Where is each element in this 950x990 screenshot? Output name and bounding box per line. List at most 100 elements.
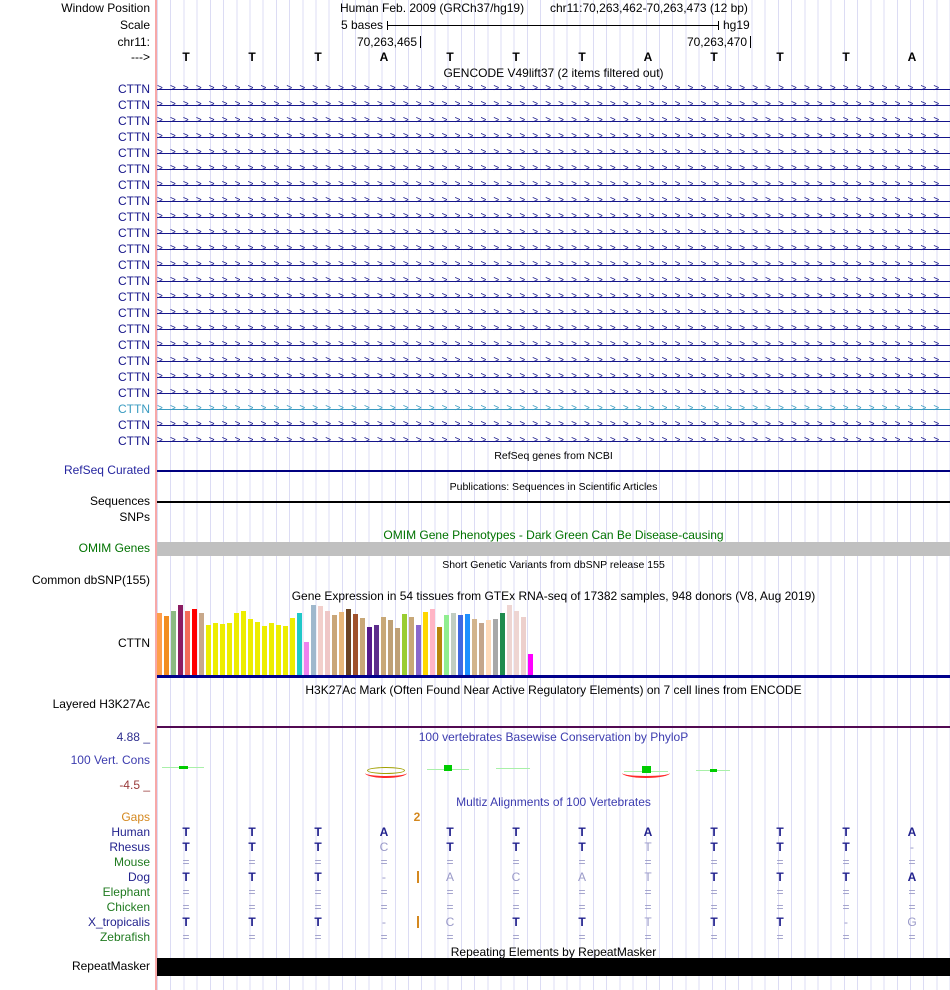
- gene-name-label[interactable]: CTTN: [118, 98, 150, 112]
- multiz-species-label[interactable]: Human: [111, 825, 150, 839]
- gtex-tissue-bar[interactable]: [332, 615, 337, 675]
- gtex-tissue-bar[interactable]: [283, 626, 288, 675]
- gene-name-label[interactable]: CTTN: [118, 114, 150, 128]
- multiz-species-label[interactable]: Mouse: [113, 855, 150, 869]
- gencode-transcript-row[interactable]: CTTN >>>>>>>>>>>>>>>>>>>>>>>>>>>>>>>>>>>>…: [0, 241, 950, 257]
- gencode-transcript-row[interactable]: CTTN >>>>>>>>>>>>>>>>>>>>>>>>>>>>>>>>>>>>…: [0, 369, 950, 385]
- track-label-repeatmasker[interactable]: RepeatMasker: [71, 959, 150, 973]
- gtex-tissue-bar[interactable]: [171, 611, 176, 675]
- gtex-tissue-bar[interactable]: [458, 615, 463, 675]
- gencode-transcript-row[interactable]: CTTN >>>>>>>>>>>>>>>>>>>>>>>>>>>>>>>>>>>>…: [0, 145, 950, 161]
- gtex-tissue-bar[interactable]: [248, 619, 253, 675]
- transcript-direction-arrows[interactable]: >>>>>>>>>>>>>>>>>>>>>>>>>>>>>>>>>>>>>>>>…: [157, 177, 950, 193]
- gene-name-label[interactable]: CTTN: [118, 226, 150, 240]
- gtex-tissue-bar[interactable]: [430, 609, 435, 675]
- transcript-direction-arrows[interactable]: >>>>>>>>>>>>>>>>>>>>>>>>>>>>>>>>>>>>>>>>…: [157, 97, 950, 113]
- omim-gene-bar[interactable]: [157, 542, 950, 556]
- gencode-transcript-row[interactable]: CTTN >>>>>>>>>>>>>>>>>>>>>>>>>>>>>>>>>>>>…: [0, 225, 950, 241]
- gtex-tissue-bar[interactable]: [290, 618, 295, 675]
- gtex-tissue-bar[interactable]: [241, 611, 246, 675]
- gene-name-label[interactable]: CTTN: [118, 130, 150, 144]
- gene-name-label[interactable]: CTTN: [118, 290, 150, 304]
- transcript-direction-arrows[interactable]: >>>>>>>>>>>>>>>>>>>>>>>>>>>>>>>>>>>>>>>>…: [157, 209, 950, 225]
- gencode-transcript-row[interactable]: CTTN >>>>>>>>>>>>>>>>>>>>>>>>>>>>>>>>>>>>…: [0, 433, 950, 449]
- gtex-tissue-bar[interactable]: [325, 611, 330, 675]
- gtex-tissue-bar[interactable]: [423, 612, 428, 675]
- gene-name-label[interactable]: CTTN: [118, 146, 150, 160]
- gencode-transcript-row[interactable]: CTTN >>>>>>>>>>>>>>>>>>>>>>>>>>>>>>>>>>>>…: [0, 177, 950, 193]
- transcript-direction-arrows[interactable]: >>>>>>>>>>>>>>>>>>>>>>>>>>>>>>>>>>>>>>>>…: [157, 161, 950, 177]
- multiz-species-label[interactable]: Rhesus: [109, 840, 150, 854]
- gencode-transcript-row[interactable]: CTTN >>>>>>>>>>>>>>>>>>>>>>>>>>>>>>>>>>>>…: [0, 81, 950, 97]
- transcript-direction-arrows[interactable]: >>>>>>>>>>>>>>>>>>>>>>>>>>>>>>>>>>>>>>>>…: [157, 337, 950, 353]
- gencode-transcript-row[interactable]: CTTN >>>>>>>>>>>>>>>>>>>>>>>>>>>>>>>>>>>>…: [0, 161, 950, 177]
- gtex-tissue-bar[interactable]: [318, 606, 323, 675]
- gtex-tissue-bar[interactable]: [451, 613, 456, 675]
- gtex-tissue-bar[interactable]: [353, 614, 358, 675]
- gene-name-label[interactable]: CTTN: [118, 162, 150, 176]
- gtex-tissue-bar[interactable]: [500, 613, 505, 675]
- transcript-direction-arrows[interactable]: >>>>>>>>>>>>>>>>>>>>>>>>>>>>>>>>>>>>>>>>…: [157, 321, 950, 337]
- h3k27ac-signal-line[interactable]: [157, 726, 950, 728]
- gene-name-label[interactable]: CTTN: [118, 418, 150, 432]
- gene-name-label[interactable]: CTTN: [118, 210, 150, 224]
- gtex-tissue-bar[interactable]: [178, 605, 183, 675]
- multiz-species-label[interactable]: Zebrafish: [99, 930, 150, 944]
- gtex-tissue-bar[interactable]: [213, 623, 218, 675]
- gtex-tissue-bar[interactable]: [262, 626, 267, 675]
- gencode-transcript-row[interactable]: CTTN >>>>>>>>>>>>>>>>>>>>>>>>>>>>>>>>>>>>…: [0, 353, 950, 369]
- track-label-100-vert-cons[interactable]: 100 Vert. Cons: [70, 753, 150, 767]
- gtex-tissue-bar[interactable]: [472, 619, 477, 675]
- gencode-transcript-row[interactable]: CTTN >>>>>>>>>>>>>>>>>>>>>>>>>>>>>>>>>>>>…: [0, 305, 950, 321]
- gtex-tissue-bar[interactable]: [402, 614, 407, 675]
- track-label-snps[interactable]: SNPs: [119, 510, 150, 524]
- repeatmasker-element-bar[interactable]: [157, 958, 950, 976]
- gene-name-label[interactable]: CTTN: [118, 242, 150, 256]
- gene-name-label[interactable]: CTTN: [118, 338, 150, 352]
- gencode-transcript-row[interactable]: CTTN >>>>>>>>>>>>>>>>>>>>>>>>>>>>>>>>>>>>…: [0, 289, 950, 305]
- gtex-tissue-bar[interactable]: [206, 625, 211, 675]
- gencode-transcript-row[interactable]: CTTN >>>>>>>>>>>>>>>>>>>>>>>>>>>>>>>>>>>>…: [0, 97, 950, 113]
- gtex-tissue-bar[interactable]: [521, 617, 526, 675]
- track-label-sequences[interactable]: Sequences: [89, 494, 150, 508]
- gtex-tissue-bar[interactable]: [374, 625, 379, 675]
- transcript-direction-arrows[interactable]: >>>>>>>>>>>>>>>>>>>>>>>>>>>>>>>>>>>>>>>>…: [157, 81, 950, 97]
- gencode-transcript-row[interactable]: CTTN >>>>>>>>>>>>>>>>>>>>>>>>>>>>>>>>>>>>…: [0, 129, 950, 145]
- gencode-transcript-row[interactable]: CTTN >>>>>>>>>>>>>>>>>>>>>>>>>>>>>>>>>>>>…: [0, 209, 950, 225]
- gene-name-label[interactable]: CTTN: [118, 178, 150, 192]
- multiz-species-label[interactable]: Chicken: [106, 900, 150, 914]
- track-label-gtex-cttn[interactable]: CTTN: [118, 636, 150, 650]
- transcript-direction-arrows[interactable]: >>>>>>>>>>>>>>>>>>>>>>>>>>>>>>>>>>>>>>>>…: [157, 241, 950, 257]
- gencode-transcript-row[interactable]: CTTN >>>>>>>>>>>>>>>>>>>>>>>>>>>>>>>>>>>>…: [0, 385, 950, 401]
- gene-name-label[interactable]: CTTN: [118, 306, 150, 320]
- track-label-refseq-curated[interactable]: RefSeq Curated: [63, 463, 150, 477]
- transcript-direction-arrows[interactable]: >>>>>>>>>>>>>>>>>>>>>>>>>>>>>>>>>>>>>>>>…: [157, 273, 950, 289]
- transcript-direction-arrows[interactable]: >>>>>>>>>>>>>>>>>>>>>>>>>>>>>>>>>>>>>>>>…: [157, 417, 950, 433]
- track-label-omim-genes[interactable]: OMIM Genes: [78, 541, 150, 555]
- gtex-tissue-bar[interactable]: [227, 623, 232, 675]
- gtex-tissue-bar[interactable]: [479, 623, 484, 675]
- gtex-tissue-bar[interactable]: [437, 627, 442, 675]
- gtex-tissue-bar[interactable]: [493, 619, 498, 675]
- gtex-tissue-bar[interactable]: [507, 605, 512, 675]
- gtex-tissue-bar[interactable]: [367, 627, 372, 675]
- transcript-direction-arrows[interactable]: >>>>>>>>>>>>>>>>>>>>>>>>>>>>>>>>>>>>>>>>…: [157, 113, 950, 129]
- gene-name-label[interactable]: CTTN: [118, 274, 150, 288]
- transcript-direction-arrows[interactable]: >>>>>>>>>>>>>>>>>>>>>>>>>>>>>>>>>>>>>>>>…: [157, 353, 950, 369]
- gtex-tissue-bar[interactable]: [269, 623, 274, 675]
- gtex-expression-bar-chart[interactable]: [157, 605, 533, 675]
- transcript-direction-arrows[interactable]: >>>>>>>>>>>>>>>>>>>>>>>>>>>>>>>>>>>>>>>>…: [157, 257, 950, 273]
- gtex-tissue-bar[interactable]: [514, 611, 519, 675]
- gene-name-label[interactable]: CTTN: [118, 370, 150, 384]
- gencode-transcript-row[interactable]: CTTN >>>>>>>>>>>>>>>>>>>>>>>>>>>>>>>>>>>>…: [0, 401, 950, 417]
- transcript-direction-arrows[interactable]: >>>>>>>>>>>>>>>>>>>>>>>>>>>>>>>>>>>>>>>>…: [157, 193, 950, 209]
- multiz-species-label[interactable]: Elephant: [102, 885, 150, 899]
- gtex-tissue-bar[interactable]: [234, 613, 239, 675]
- track-label-common-dbsnp[interactable]: Common dbSNP(155): [31, 573, 150, 587]
- gtex-tissue-bar[interactable]: [311, 605, 316, 675]
- gtex-tissue-bar[interactable]: [409, 617, 414, 675]
- refseq-curated-feature-line[interactable]: [157, 470, 950, 472]
- transcript-direction-arrows[interactable]: >>>>>>>>>>>>>>>>>>>>>>>>>>>>>>>>>>>>>>>>…: [157, 145, 950, 161]
- gene-name-label[interactable]: CTTN: [118, 82, 150, 96]
- gencode-transcript-row[interactable]: CTTN >>>>>>>>>>>>>>>>>>>>>>>>>>>>>>>>>>>>…: [0, 321, 950, 337]
